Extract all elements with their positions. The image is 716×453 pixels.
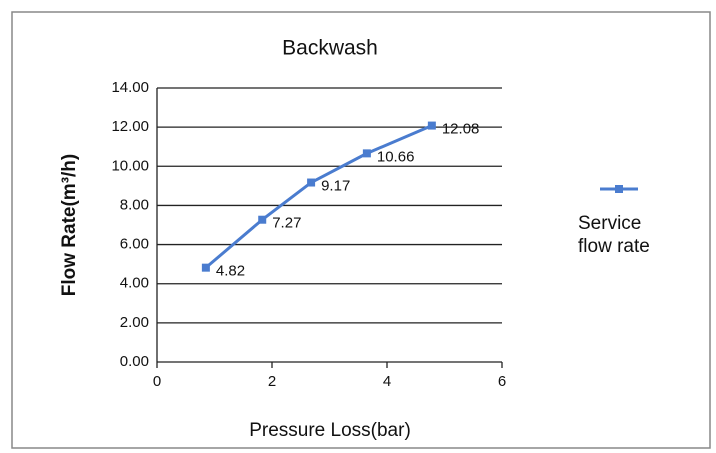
- data-label: 10.66: [377, 148, 415, 165]
- y-tick-label: 8.00: [120, 196, 149, 213]
- data-point: [258, 215, 267, 224]
- data-point: [427, 121, 436, 130]
- data-label: 7.27: [272, 215, 301, 232]
- data-point: [307, 178, 316, 187]
- data-label: 4.82: [216, 263, 245, 280]
- data-label: 9.17: [321, 177, 350, 194]
- y-tick-label: 0.00: [120, 353, 149, 370]
- data-label: 12.08: [442, 121, 480, 138]
- chart-title: Backwash: [282, 37, 378, 60]
- legend-marker: [615, 185, 623, 193]
- x-tick-label: 4: [383, 373, 391, 390]
- data-point: [362, 149, 371, 158]
- x-tick-label: 2: [268, 373, 276, 390]
- x-tick-label: 0: [153, 373, 161, 390]
- y-tick-label: 2.00: [120, 314, 149, 331]
- y-tick-label: 4.00: [120, 275, 149, 292]
- legend-label: Service flow rate: [578, 213, 650, 257]
- y-tick-label: 14.00: [111, 79, 149, 96]
- x-tick-label: 6: [498, 373, 506, 390]
- data-point: [201, 263, 210, 272]
- y-tick-label: 6.00: [120, 236, 149, 253]
- y-axis-label: Flow Rate(m³/h): [59, 154, 80, 297]
- x-axis-label: Pressure Loss(bar): [249, 420, 411, 441]
- y-tick-label: 10.00: [111, 157, 149, 174]
- y-tick-label: 12.00: [111, 118, 149, 135]
- chart-frame: [11, 11, 711, 449]
